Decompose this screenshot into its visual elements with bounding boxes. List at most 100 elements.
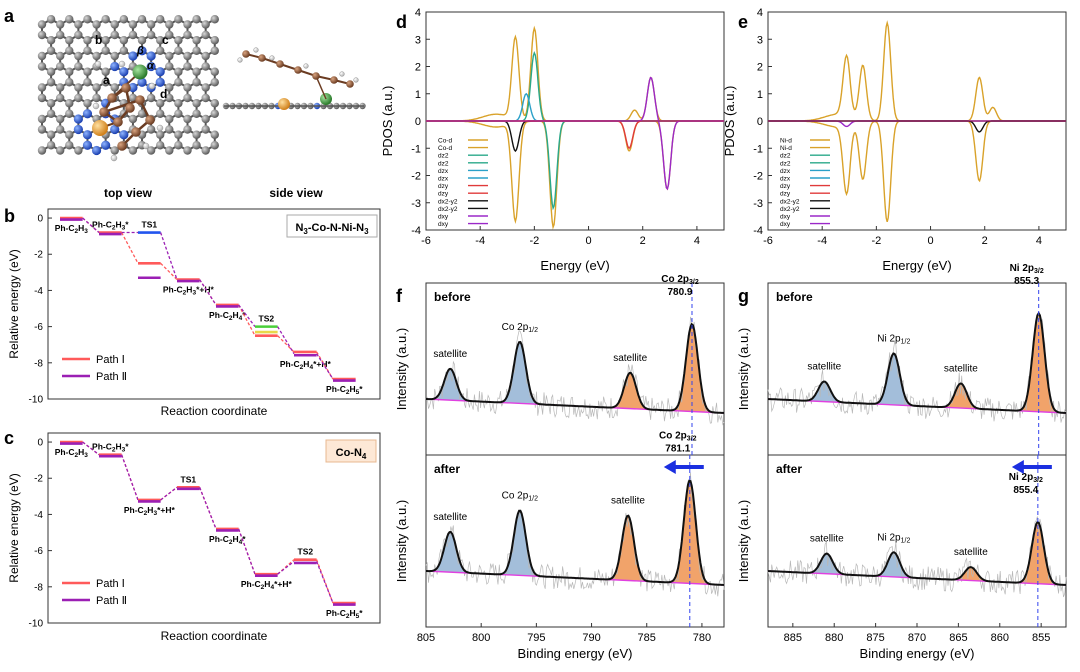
nitrogen-atom — [73, 124, 83, 135]
legend-label: dzy — [780, 183, 791, 190]
carbon-atom — [65, 15, 74, 24]
carbon-atom — [146, 125, 156, 134]
carbon-atom — [55, 51, 65, 61]
x-tick-label: 2 — [982, 235, 988, 247]
side-hydrogen-atom — [303, 63, 309, 69]
carbon-atom — [65, 78, 74, 87]
panel-d: d -6 -4 -2 0 2 443210-1-2-3-4Co-dCo-ddz2dz2dz… — [380, 7, 725, 273]
system-box-c — [325, 439, 377, 463]
y-tick-label: 2 — [415, 62, 421, 74]
carbon-atom — [83, 36, 92, 45]
side-organic-atom — [330, 76, 338, 84]
carbon-atom — [128, 30, 138, 40]
system-label-b: N3-Co-N-Ni-N3 — [295, 222, 369, 236]
y-tick-label: 2 — [757, 62, 763, 74]
legend-label: dz2 — [780, 160, 791, 167]
legend-label-path1: Path Ⅰ — [96, 354, 125, 366]
fit-envelope — [426, 479, 725, 586]
carbon-atom — [165, 30, 174, 40]
carbon-atom — [192, 36, 201, 45]
panel-letter-f: f — [396, 286, 403, 306]
carbon-atom — [174, 67, 183, 76]
pdos-series-line — [768, 20, 1066, 122]
carbon-atom — [46, 141, 56, 150]
x-tick-label: 875 — [866, 632, 884, 644]
pdos-series-line — [426, 92, 724, 122]
carbon-atom — [201, 83, 210, 92]
x-tick-label: 855 — [1032, 632, 1050, 644]
side-metal-bond — [315, 75, 327, 100]
carbon-atom — [128, 146, 138, 155]
y-tick-label: 0 — [757, 116, 763, 128]
state-label: Ph-C2H3 — [55, 447, 89, 459]
ts-label: TS2 — [298, 547, 314, 557]
x-tick-label: -2 — [529, 235, 539, 247]
carbon-atom — [183, 30, 192, 40]
y-tick-label: -2 — [411, 171, 421, 183]
carbon-atom — [83, 67, 92, 76]
panel-letter-a: a — [4, 6, 15, 26]
y-tick-label: 4 — [757, 7, 763, 19]
carbon-atom — [183, 146, 192, 155]
carbon-atom — [92, 83, 101, 92]
carbon-atom — [55, 114, 65, 124]
side-view-label: side view — [269, 186, 323, 200]
ylabel-c: Relative energy (eV) — [7, 473, 21, 582]
panel-letter-g: g — [738, 286, 749, 306]
x-tick-label: -4 — [817, 235, 827, 247]
nitrogen-atom — [137, 77, 147, 87]
pdos-series-line — [426, 120, 724, 230]
carbon-atom — [55, 93, 65, 103]
carbon-atom — [210, 99, 219, 108]
ts-label: TS1 — [142, 220, 158, 230]
side-organic-atom — [276, 60, 284, 68]
carbon-atom — [156, 15, 165, 24]
y-tick-label: 0 — [37, 438, 43, 449]
carbon-atom — [83, 46, 92, 55]
organic-carbon-atom — [125, 103, 135, 113]
plot-frame-b — [47, 208, 381, 400]
side-organic-atom — [346, 80, 354, 88]
carbon-atom — [101, 67, 110, 76]
nitrogen-atom — [155, 77, 165, 87]
x-tick-label: -6 — [421, 235, 431, 247]
carbon-atom — [174, 99, 183, 108]
carbon-atom — [74, 62, 83, 71]
carbon-atom — [110, 20, 119, 29]
state-label: Ph-C2H3* — [92, 220, 129, 232]
carbon-atom — [192, 46, 201, 55]
carbon-atom — [137, 15, 147, 24]
carbon-atom — [65, 99, 74, 108]
site-label-a: a — [103, 73, 110, 87]
side-view-structure — [222, 47, 366, 110]
carbon-atom — [37, 93, 47, 103]
carbon-atom — [128, 20, 138, 29]
nitrogen-atom — [119, 67, 129, 77]
x-tick-label: 0 — [585, 235, 591, 247]
path2-connector — [160, 232, 178, 280]
side-hydrogen-atom — [253, 47, 259, 53]
side-organic-atom — [258, 54, 266, 62]
peak-label: satellite — [807, 361, 841, 372]
xps-plot-f: 805 800 795 790 785 780 before satellite Co 2p1/… — [417, 274, 725, 644]
ylabel-f-before: Intensity (a.u.) — [394, 328, 409, 410]
side-organic-atom — [242, 50, 250, 58]
carbon-atom — [46, 15, 56, 24]
y-tick-label: -6 — [34, 546, 43, 557]
carbon-atom — [183, 83, 192, 92]
xps-plot-g: 885 880 875 870 865 860 855 before satellite Ni 2… — [767, 263, 1067, 644]
pdos-series-line — [426, 25, 724, 122]
path1-connector — [238, 304, 256, 336]
pdos-plot-e: -6 -4 -2 0 2 443210-1-2-3-4Ni-dNi-ddz2dz2dzxd… — [753, 7, 1066, 247]
main-peak-value: 855.4 — [1013, 485, 1038, 496]
legend-label-path2: Path Ⅱ — [96, 371, 127, 383]
y-tick-label: 1 — [757, 89, 763, 101]
carbon-atom — [46, 67, 56, 76]
nitrogen-atom — [110, 61, 120, 72]
carbon-atom — [192, 109, 201, 118]
legend-label: dzx — [780, 176, 791, 183]
path2-connector — [277, 560, 295, 575]
path2-connector — [238, 304, 256, 328]
carbon-atom — [128, 114, 138, 124]
carbon-atom — [119, 46, 129, 55]
